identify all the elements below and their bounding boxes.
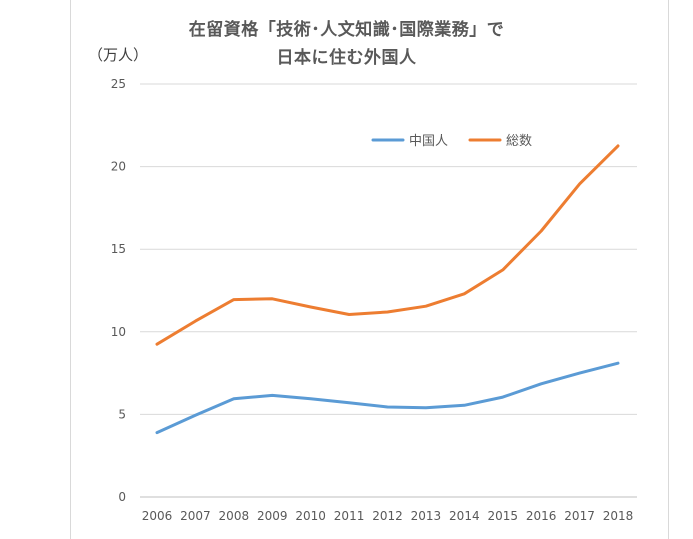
chart-title-line1: 在留資格「技術･人文知識･国際業務」で	[188, 20, 505, 40]
x-tick-label: 2011	[334, 509, 365, 523]
x-tick-label: 2008	[219, 509, 250, 523]
x-tick-label: 2009	[257, 509, 288, 523]
y-unit-label: （万人）	[88, 46, 149, 64]
x-tick-label: 2015	[487, 509, 518, 523]
series-line-2	[155, 144, 620, 346]
chart-title-line2: 日本に住む外国人	[276, 48, 417, 68]
x-tick-label: 2013	[411, 509, 442, 523]
legend-label-2: 総数	[506, 134, 532, 149]
x-tick-label: 2006	[142, 509, 173, 523]
x-tick-label: 2007	[180, 509, 211, 523]
y-tick-label: 10	[111, 325, 126, 339]
series-line-1	[155, 361, 620, 435]
x-tick-label: 2014	[449, 509, 480, 523]
y-tick-label: 5	[118, 407, 126, 421]
x-tick-label: 2017	[564, 509, 595, 523]
y-tick-label: 25	[111, 77, 126, 91]
legend-label-1: 中国人	[409, 134, 448, 149]
y-tick-label: 0	[118, 490, 126, 504]
x-tick-label: 2016	[526, 509, 557, 523]
x-tick-label: 2010	[295, 509, 326, 523]
x-tick-label: 2018	[603, 509, 634, 523]
x-tick-label: 2012	[372, 509, 403, 523]
y-tick-label: 20	[111, 160, 126, 174]
y-tick-label: 15	[111, 242, 126, 256]
chart-frame	[70, 0, 669, 539]
